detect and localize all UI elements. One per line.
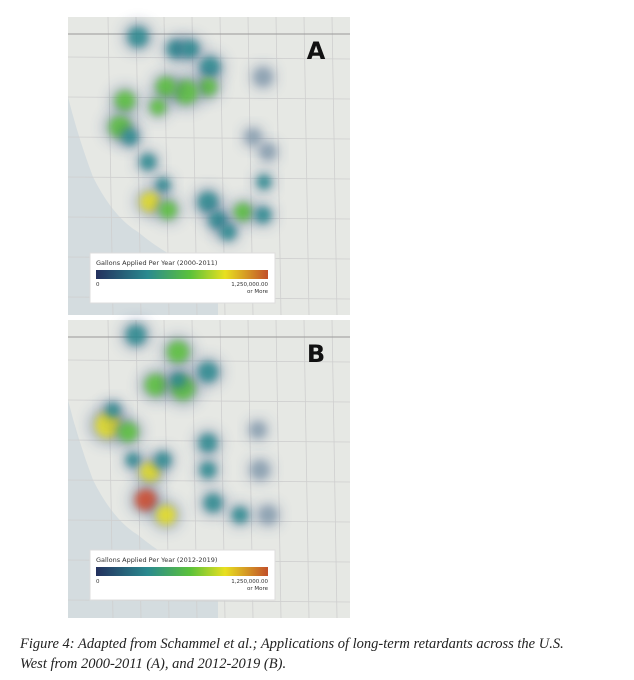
heat-blob [150,99,166,115]
legend-gradient [96,270,268,279]
heat-blob [167,341,189,363]
heat-blob [126,453,140,467]
heat-blob [135,489,157,511]
caption-line: Figure 4: Adapted from Schammel et al.; … [20,636,564,652]
legend-title: Gallons Applied Per Year (2012-2019) [96,556,217,564]
panel-label: B [307,340,325,368]
coastline [68,320,218,618]
figure: A Gallons Applied Per Year (2000-2011) 0 1,… [67,16,351,619]
state-border [331,16,338,316]
heat-blob [106,403,120,417]
heat-blob [251,423,265,437]
state-border [275,319,282,619]
panel-label: A [307,37,326,65]
heat-blob [252,462,268,478]
heat-blob [199,434,217,452]
heat-blob [118,422,138,442]
heat-blob [145,374,167,396]
legend-max: 1,250,000.00 [231,282,268,288]
heat-blob [156,77,176,97]
legend-max-note: or More [247,289,269,295]
heat-blob [156,178,170,192]
heat-blob [156,505,176,525]
state-border [331,319,338,619]
heat-blob [122,129,138,145]
heat-blob [255,69,271,85]
state-border [67,519,351,523]
heat-blob [204,494,222,512]
heat-blob [140,154,156,170]
coastline [68,17,218,315]
heat-blob [200,57,220,77]
heat-blob [128,27,148,47]
heat-blob [181,40,199,58]
heat-blob [261,145,275,159]
heat-blob [232,507,248,523]
heat-blob [246,130,260,144]
legend: Gallons Applied Per Year (2000-2011) 0 1,2… [89,252,276,304]
heat-blob [200,462,216,478]
state-border [303,16,310,316]
heat-blob [155,452,171,468]
heat-blob [171,373,185,387]
legend-max-note: or More [247,586,269,592]
heat-blob [234,203,252,221]
legend-min: 0 [96,282,100,288]
legend-max: 1,250,000.00 [231,579,268,585]
heat-blob [198,362,218,382]
heat-blob [260,507,276,523]
map-panel: B Gallons Applied Per Year (2012-2019) 0 1,… [67,319,351,619]
heat-blob [255,207,271,223]
legend-gradient [96,567,268,576]
heat-blob [126,325,146,345]
legend: Gallons Applied Per Year (2012-2019) 0 1,2… [89,549,276,601]
state-border [303,319,310,619]
heat-blob [159,201,177,219]
state-border [275,16,282,316]
state-border [67,176,351,180]
heat-blob [220,224,236,240]
heat-blob [198,192,218,212]
legend-min: 0 [96,579,100,585]
heat-blob [115,91,135,111]
legend-title: Gallons Applied Per Year (2000-2011) [96,259,217,267]
map-panel: A Gallons Applied Per Year (2000-2011) 0 1,… [67,16,351,316]
heat-blob [257,175,271,189]
caption-line: West from 2000-2011 (A), and 2012-2019 (… [20,656,287,672]
